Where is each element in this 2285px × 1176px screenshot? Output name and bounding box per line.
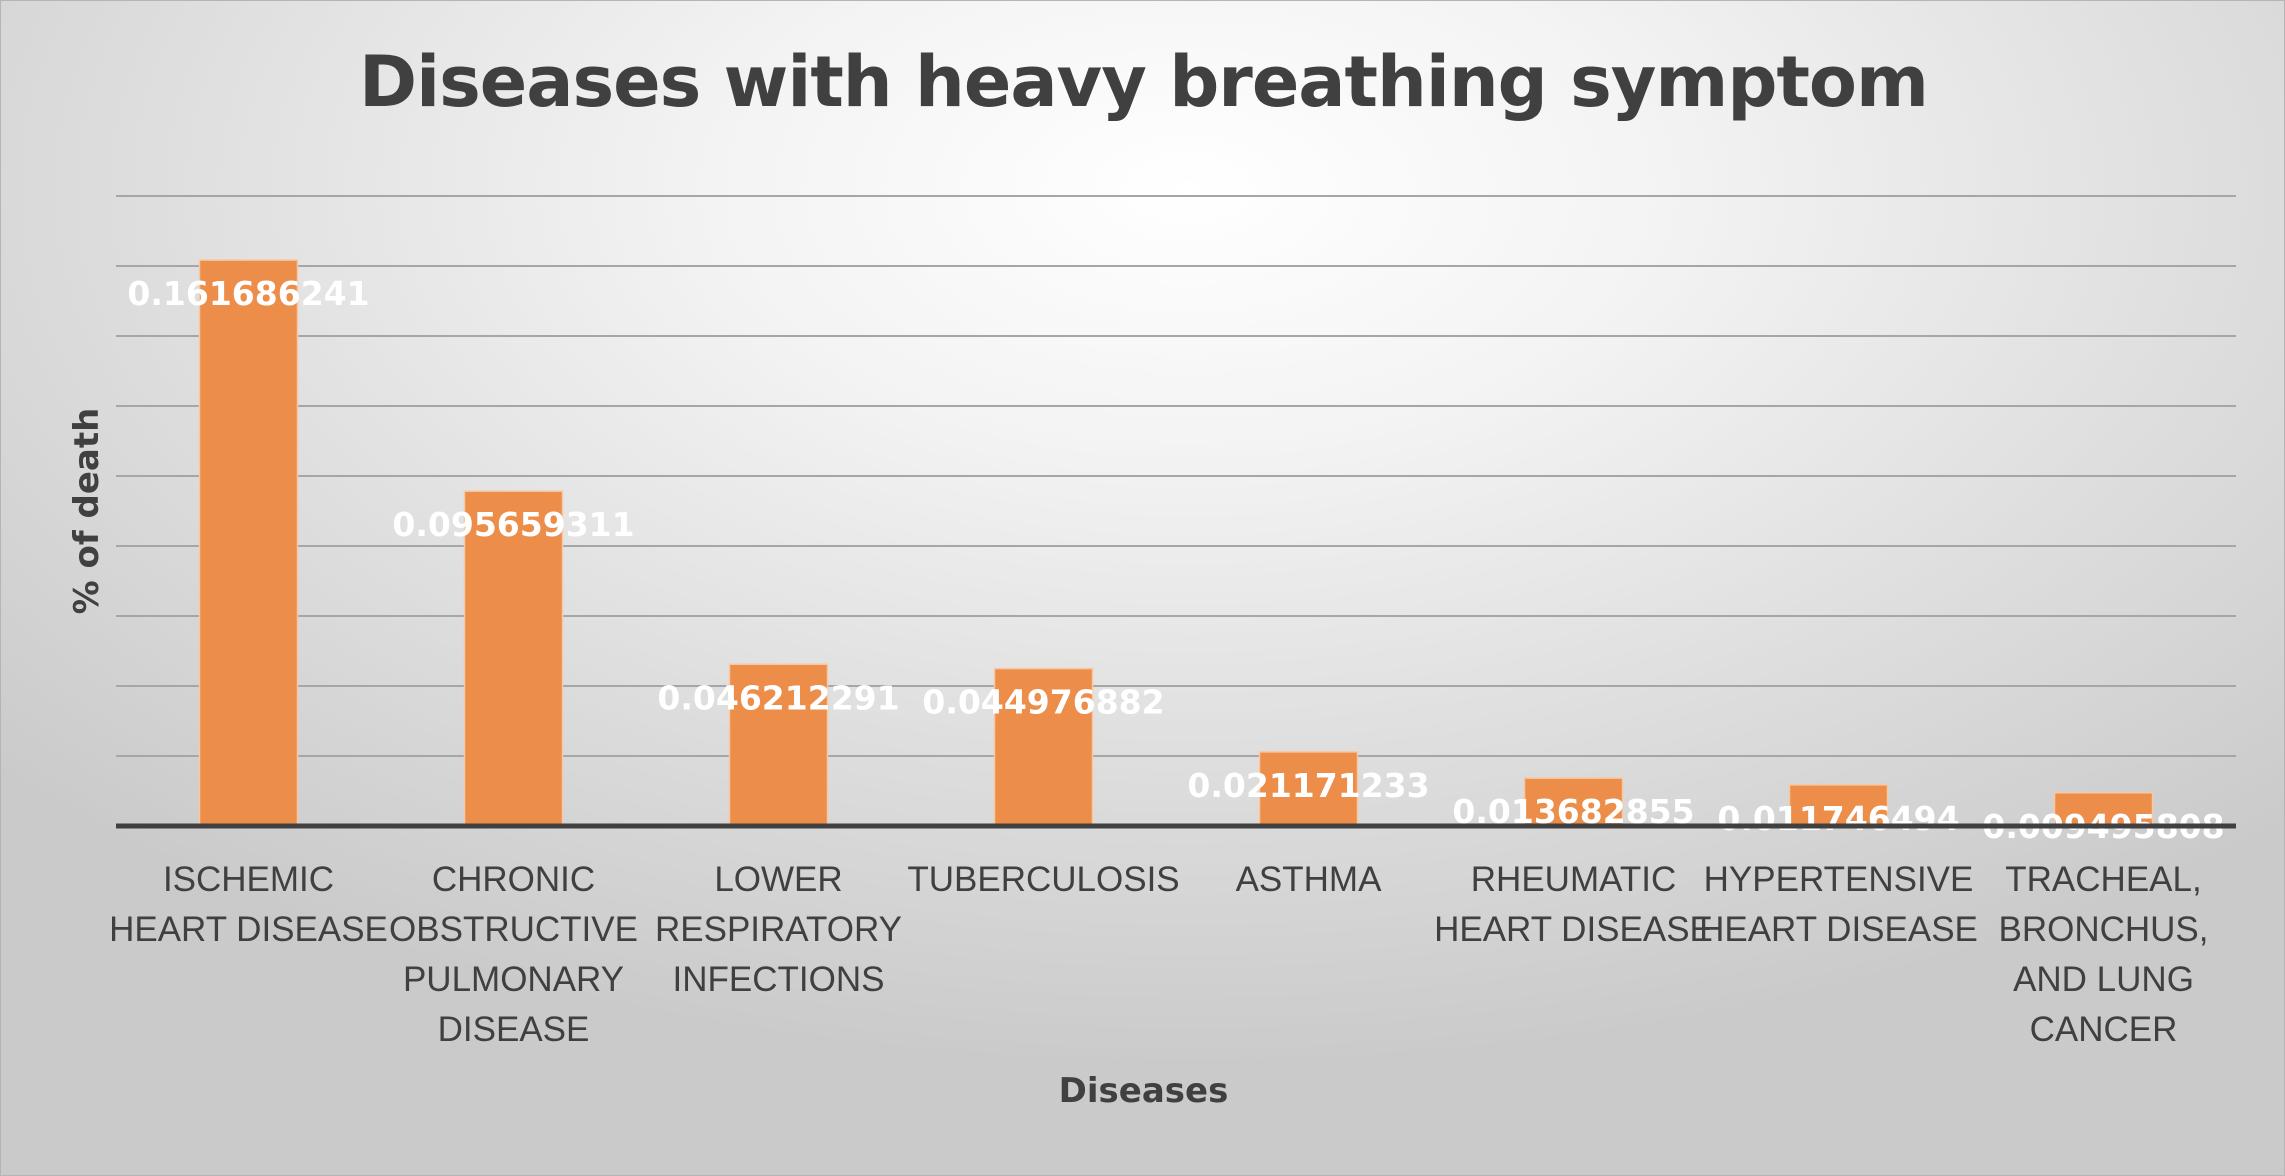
category-label: AND LUNG [2013, 960, 2194, 999]
data-label: 0.161686241 [127, 274, 369, 313]
bar [463, 490, 564, 827]
data-label: 0.095659311 [392, 505, 634, 544]
bar [198, 259, 299, 827]
bar [993, 667, 1094, 827]
chart-title: Diseases with heavy breathing symptom [359, 41, 1929, 123]
category-label: CANCER [2030, 1010, 2178, 1049]
category-label: INFECTIONS [673, 960, 885, 999]
bar [728, 663, 829, 827]
bar [1258, 751, 1359, 827]
x-axis-title: Diseases [1058, 1071, 1229, 1111]
category-label: BRONCHUS, [1998, 910, 2208, 949]
category-label: HEART DISEASE [1699, 910, 1978, 949]
category-label: RHEUMATIC [1471, 860, 1676, 899]
category-label: HEART DISEASE [109, 910, 388, 949]
bar [2053, 792, 2154, 827]
category-label: CHRONIC [432, 860, 595, 899]
category-label: HYPERTENSIVE [1704, 860, 1974, 899]
category-label: ISCHEMIC [163, 860, 334, 899]
data-label: 0.044976882 [922, 683, 1164, 722]
category-label: PULMONARY [403, 960, 624, 999]
category-label: ASTHMA [1236, 860, 1383, 899]
data-label: 0.021171233 [1187, 766, 1429, 805]
data-label: 0.046212291 [657, 678, 899, 717]
category-label: RESPIRATORY [655, 910, 902, 949]
category-label: LOWER [714, 860, 842, 899]
category-label: OBSTRUCTIVE [389, 910, 638, 949]
category-label: TUBERCULOSIS [907, 860, 1179, 899]
bar [1788, 784, 1889, 827]
category-label: HEART DISEASE [1434, 910, 1713, 949]
data-label: 0.011746494 [1717, 799, 1959, 838]
category-label: DISEASE [438, 1010, 590, 1049]
category-label: TRACHEAL, [2005, 860, 2201, 899]
